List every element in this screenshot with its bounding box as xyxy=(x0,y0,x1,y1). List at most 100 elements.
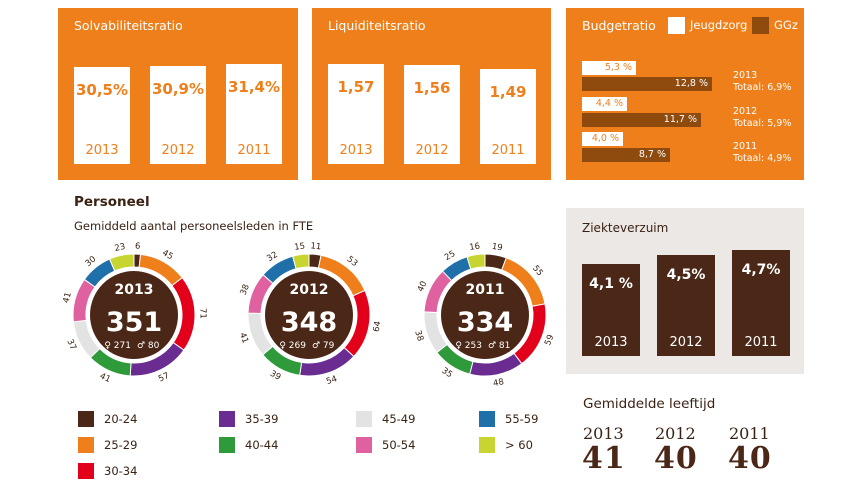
leeftijd-year-2013: 2013 xyxy=(583,424,624,443)
ziekteverzuim-bar-2011: 4,7% 2011 xyxy=(732,250,790,356)
donut-slice-60 xyxy=(108,253,135,272)
budget-label-ggz-2012: 11,7 % xyxy=(663,114,697,125)
budget-year-2011: 2011 Totaal: 4,9% xyxy=(733,141,791,165)
donut-slice-label: 48 xyxy=(492,377,505,389)
donut-slice-label: 38 xyxy=(239,283,252,297)
legend-label-4549: 45-49 xyxy=(382,412,416,426)
donut-total: 351 xyxy=(106,307,162,338)
leeftijd-value-2013: 41 xyxy=(582,441,626,476)
budget-year-label: 2011 xyxy=(733,141,758,152)
donut-year: 2012 xyxy=(290,282,329,298)
legend-label-60: > 60 xyxy=(505,438,533,452)
donut-total: 334 xyxy=(457,307,513,338)
leeftijd-year-2012: 2012 xyxy=(655,424,696,443)
donut-slice-label: 40 xyxy=(416,280,430,294)
legend-swatch-jeugdzorg xyxy=(668,17,685,34)
budget-bar-ggz-2012: 11,7 % xyxy=(582,113,701,127)
legend-label-5054: 50-54 xyxy=(382,438,416,452)
budget-total-label: Totaal: 6,9% xyxy=(733,82,792,93)
donut-total: 348 xyxy=(281,307,337,338)
legend-label-3034: 30-34 xyxy=(104,464,138,478)
donut-female-count: ♀ 253 xyxy=(455,341,482,351)
legend-label-2024: 20-24 xyxy=(104,412,138,426)
legend-swatch-2024 xyxy=(78,411,94,427)
budget-bar-jeugdzorg-2012: 4,4 % xyxy=(582,97,627,111)
donut-center xyxy=(265,271,353,359)
donut-slice-label: 41 xyxy=(237,331,250,345)
liquiditeit-bar-2013: 1,57 2013 xyxy=(328,64,384,164)
budget-year-label: 2013 xyxy=(733,70,758,81)
liquiditeit-value-2012: 1,56 xyxy=(413,79,451,97)
legend-swatch-4549 xyxy=(356,411,372,427)
legend-label-3539: 35-39 xyxy=(245,412,279,426)
legend-label-5559: 55-59 xyxy=(505,412,539,426)
solvabiliteit-bar-2011: 31,4% 2011 xyxy=(226,64,282,164)
donut-slice-label: 35 xyxy=(440,366,455,380)
solvabiliteit-year-2011: 2011 xyxy=(237,143,271,158)
liquiditeit-bar-2012: 1,56 2012 xyxy=(404,65,460,164)
donut-year: 2011 xyxy=(466,282,505,298)
donut-center xyxy=(441,271,529,359)
leeftijd-value-2011: 40 xyxy=(728,441,772,476)
budget-bar-ggz-2011: 8,7 % xyxy=(582,148,670,162)
solvabiliteit-year-2012: 2012 xyxy=(161,143,195,158)
ziekteverzuim-panel: Ziekteverzuim 4,1 % 2013 4,5% 2012 4,7% 2011 xyxy=(566,208,804,374)
solvabiliteit-value-2013: 30,5% xyxy=(75,81,129,99)
donut-slice-label: 38 xyxy=(412,329,425,342)
solvabiliteit-bar-2012: 30,9% 2012 xyxy=(150,66,206,164)
donut-slice-label: 19 xyxy=(491,242,503,254)
donut-slice-label: 16 xyxy=(469,242,481,254)
legend-label-4044: 40-44 xyxy=(245,438,279,452)
donut-slice-label: 57 xyxy=(157,371,171,385)
donut-year: 2013 xyxy=(115,282,154,298)
liquiditeit-value-2011: 1,49 xyxy=(489,83,527,101)
liquiditeit-title: Liquiditeitsratio xyxy=(328,18,426,33)
solvabiliteit-panel: Solvabiliteitsratio 30,5% 2013 30,9% 2012 31… xyxy=(58,8,298,180)
leeftijd-value-2012: 40 xyxy=(654,441,698,476)
legend-swatch-2529 xyxy=(78,437,94,453)
budget-bar-ggz-2013: 12,8 % xyxy=(582,77,712,91)
ziekteverzuim-value-2013: 4,1 % xyxy=(589,276,633,292)
legend-label-2529: 25-29 xyxy=(104,438,138,452)
donut-female-count: ♀ 269 xyxy=(279,341,306,351)
solvabiliteit-value-2011: 31,4% xyxy=(227,78,281,96)
liquiditeit-value-2013: 1,57 xyxy=(337,78,375,96)
donut-slice-60 xyxy=(466,253,486,270)
liquiditeit-bar-2011: 1,49 2011 xyxy=(480,69,536,164)
budget-title: Budgetratio xyxy=(582,18,656,33)
budget-label-jeugdzorg-2011: 4,0 % xyxy=(591,133,619,144)
budget-total-label: Totaal: 4,9% xyxy=(733,153,792,164)
liquiditeit-year-2011: 2011 xyxy=(491,143,525,158)
liquiditeit-panel: Liquiditeitsratio 1,57 2013 1,56 2012 1,49 20… xyxy=(312,8,551,180)
ziekteverzuim-value-2012: 4,5% xyxy=(666,267,706,283)
leeftijd-year-2011: 2011 xyxy=(729,424,770,443)
donut-slice-label: 37 xyxy=(64,338,78,352)
donut-male-count: ♂ 80 xyxy=(137,341,160,351)
donut-slice-label: 41 xyxy=(62,291,74,304)
legend-swatch-5054 xyxy=(356,437,372,453)
legend-swatch-4044 xyxy=(219,437,235,453)
budget-panel: Budgetratio Jeugdzorg GGz 5,3 % 12,8 % 201… xyxy=(566,8,804,180)
donut-slice-label: 23 xyxy=(114,242,127,254)
ziekteverzuim-bar-2013: 4,1 % 2013 xyxy=(582,264,640,356)
legend-label-jeugdzorg: Jeugdzorg xyxy=(690,18,748,32)
budget-label-jeugdzorg-2012: 4,4 % xyxy=(595,98,623,109)
personeel-title: Personeel xyxy=(74,194,150,210)
budget-label-ggz-2011: 8,7 % xyxy=(638,149,666,160)
legend-swatch-3539 xyxy=(219,411,235,427)
liquiditeit-year-2013: 2013 xyxy=(339,143,373,158)
donut-slice-label: 39 xyxy=(268,369,282,383)
donut-slice-label: 15 xyxy=(294,241,306,252)
donut-slice-label: 71 xyxy=(197,308,207,319)
legend-swatch-ggz xyxy=(752,17,769,34)
budget-year-2013: 2013 Totaal: 6,9% xyxy=(733,70,791,94)
donut-center xyxy=(90,271,178,359)
solvabiliteit-value-2012: 30,9% xyxy=(151,80,205,98)
budget-year-label: 2012 xyxy=(733,106,758,117)
budget-bar-jeugdzorg-2013: 5,3 % xyxy=(582,61,636,75)
solvabiliteit-year-2013: 2013 xyxy=(85,143,119,158)
donut-slice-label: 11 xyxy=(310,241,322,252)
